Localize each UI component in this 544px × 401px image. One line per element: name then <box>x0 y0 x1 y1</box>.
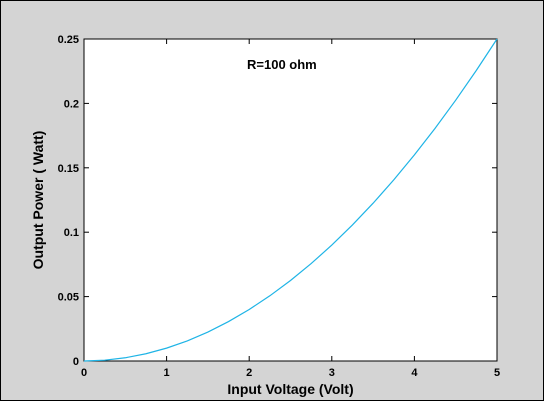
plot-area <box>83 38 498 362</box>
y-tick-label: 0 <box>73 356 79 368</box>
y-tick-label: 0.05 <box>58 292 79 304</box>
y-tick-label: 0.2 <box>64 98 79 110</box>
y-tick-label: 0.15 <box>58 163 79 175</box>
tick-labels: 0 1 2 3 4 5 0 0.05 0.1 0.15 0.2 0.25 <box>58 34 500 379</box>
x-tick-label: 1 <box>164 367 170 379</box>
series-layer <box>83 38 498 362</box>
power-curve-line <box>83 38 498 362</box>
x-tick-label: 4 <box>411 367 418 379</box>
resistance-annotation: R=100 ohm <box>247 57 317 72</box>
y-tick-label: 0.1 <box>64 227 79 239</box>
y-tick-label: 0.25 <box>58 34 79 46</box>
y-axis-label: Output Power ( Watt) <box>30 131 46 270</box>
x-tick-label: 2 <box>246 367 252 379</box>
x-tick-label: 0 <box>81 367 87 379</box>
x-axis-label: Input Voltage (Volt) <box>227 381 353 397</box>
x-tick-label: 3 <box>329 367 335 379</box>
x-tick-label: 5 <box>494 367 500 379</box>
